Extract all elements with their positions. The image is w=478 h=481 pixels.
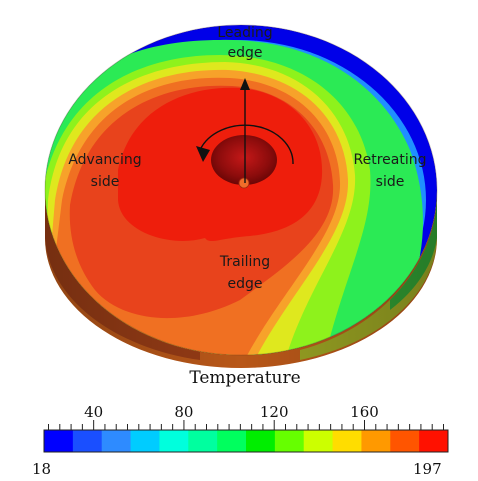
colorbar-swatch [44, 430, 74, 452]
trailing-edge-label-line1: Trailing [219, 254, 270, 270]
colorbar-swatch [217, 430, 247, 452]
direction-arrows [196, 78, 294, 183]
colorbar-swatch [274, 430, 305, 452]
leading-edge-label-line1: Leading [217, 25, 272, 41]
colorbar-title: Temperature [189, 368, 300, 388]
colorbar-swatch [332, 430, 362, 452]
colorbar-tick-label: 120 [260, 403, 289, 421]
tool-shoulder [211, 135, 277, 189]
colorbar-swatch [303, 430, 334, 452]
leading-edge-label-line2: edge [228, 45, 263, 61]
advancing-side-label-line2: side [91, 174, 120, 190]
colorbar: Temperature 40 80 120 160 18 197 [32, 368, 449, 478]
colorbar-swatch [419, 430, 449, 452]
colorbar-tick-labels: 40 80 120 160 [84, 403, 379, 421]
advancing-side-label-line1: Advancing [68, 152, 141, 168]
retreating-side-label-line1: Retreating [354, 152, 427, 168]
colorbar-tick-label: 160 [350, 403, 379, 421]
colorbar-swatch [159, 430, 189, 452]
colorbar-swatches [44, 430, 449, 452]
colorbar-max-label: 197 [413, 460, 442, 478]
colorbar-tick-label: 40 [84, 403, 103, 421]
colorbar-swatch [130, 430, 160, 452]
tool-pin [238, 177, 250, 189]
retreating-side-label-line2: side [376, 174, 405, 190]
colorbar-swatch [101, 430, 132, 452]
annotations: Leading edge Advancing side Retreating s… [68, 25, 426, 292]
rotation-arrow [199, 124, 294, 165]
colorbar-minor-ticks [48, 420, 444, 430]
trailing-edge-label-line2: edge [228, 276, 263, 292]
colorbar-swatch [390, 430, 420, 452]
colorbar-swatch [361, 430, 391, 452]
colorbar-swatch [246, 430, 276, 452]
disc-side-wall [44, 190, 438, 368]
colorbar-swatch [188, 430, 218, 452]
colorbar-swatch [72, 430, 103, 452]
colorbar-min-label: 18 [32, 460, 51, 478]
colorbar-tick-label: 80 [174, 403, 193, 421]
